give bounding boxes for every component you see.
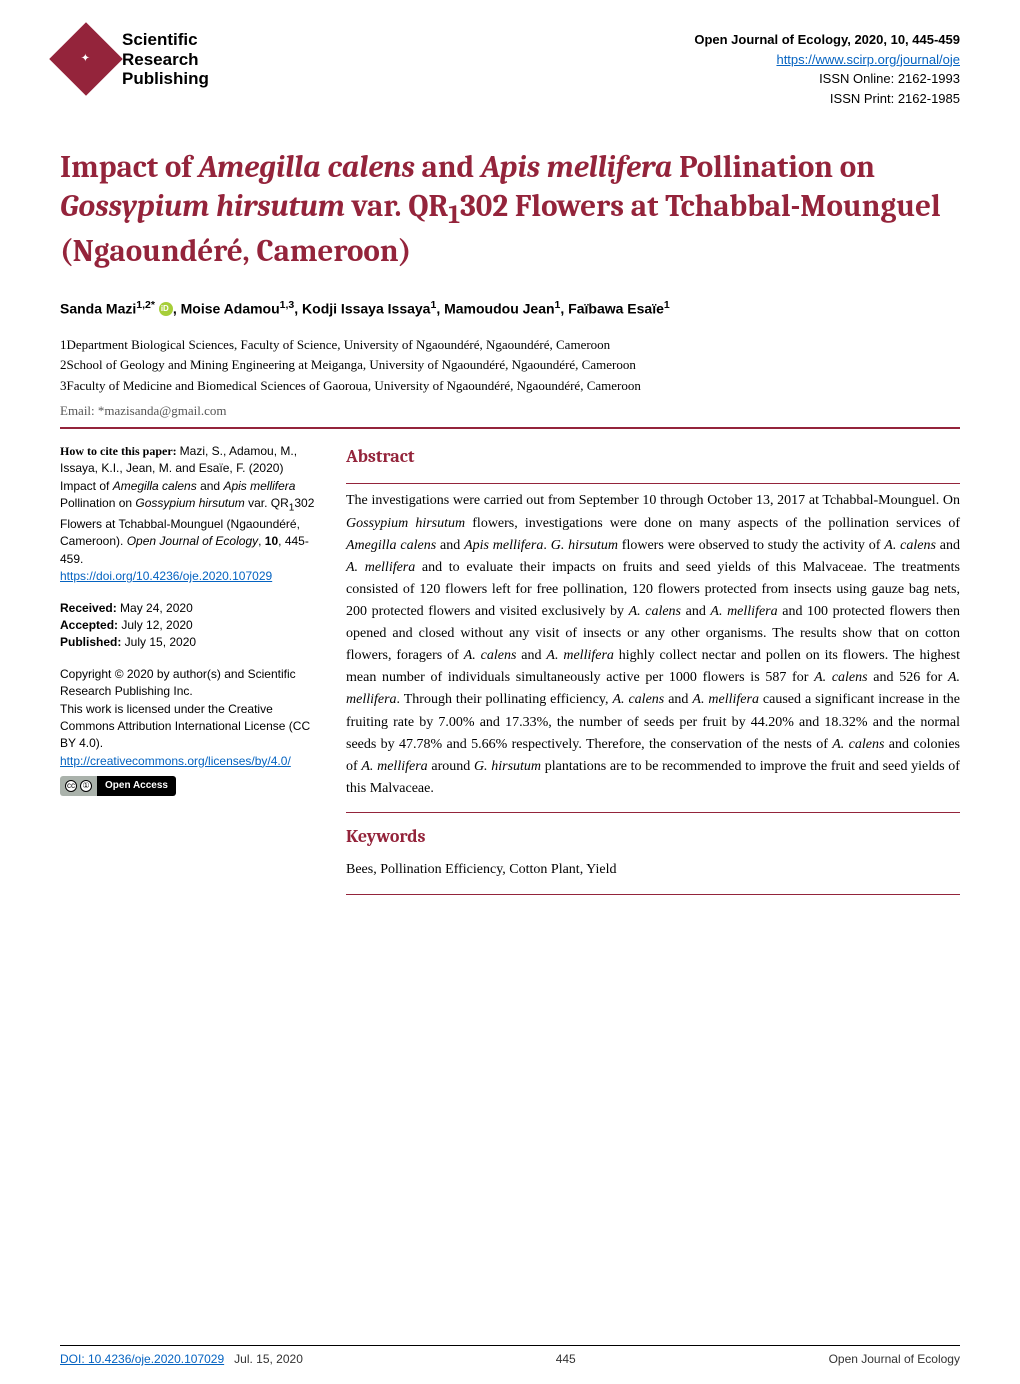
keywords-heading: Keywords <box>346 823 960 851</box>
sidebar-column: How to cite this paper: Mazi, S., Adamou… <box>60 443 320 901</box>
citation-block: How to cite this paper: Mazi, S., Adamou… <box>60 443 320 568</box>
license-url[interactable]: http://creativecommons.org/licenses/by/4… <box>60 754 291 768</box>
divider <box>346 894 960 895</box>
publisher-name: ScientificResearchPublishing <box>122 30 209 89</box>
corresponding-email: Email: *mazisanda@gmail.com <box>60 403 960 419</box>
logo-diamond-icon: ✦ <box>49 23 123 97</box>
footer-journal: Open Journal of Ecology <box>829 1352 960 1366</box>
journal-meta: Open Journal of Ecology, 2020, 10, 445-4… <box>694 30 960 108</box>
main-column: Abstract The investigations were carried… <box>346 443 960 901</box>
affiliation: 3Faculty of Medicine and Biomedical Scie… <box>60 376 960 397</box>
divider <box>60 427 960 429</box>
citation-body: Mazi, S., Adamou, M., Issaya, K.I., Jean… <box>60 444 314 566</box>
cc-badge: cc① Open Access <box>60 776 320 796</box>
footer-date: Jul. 15, 2020 <box>234 1352 303 1366</box>
abstract-text: The investigations were carried out from… <box>346 490 960 800</box>
accepted-date: Accepted: <box>60 618 118 632</box>
affiliations: 1Department Biological Sciences, Faculty… <box>60 335 960 397</box>
dates-block: Received: May 24, 2020 Accepted: July 12… <box>60 600 320 652</box>
issn-print: ISSN Print: 2162-1985 <box>694 89 960 109</box>
affiliation: 1Department Biological Sciences, Faculty… <box>60 335 960 356</box>
journal-title-line: Open Journal of Ecology, 2020, 10, 445-4… <box>694 30 960 50</box>
keywords-text: Bees, Pollination Efficiency, Cotton Pla… <box>346 859 960 881</box>
page-footer: DOI: 10.4236/oje.2020.107029 Jul. 15, 20… <box>60 1345 960 1366</box>
publisher-logo: ✦ ScientificResearchPublishing <box>60 30 209 89</box>
authors-line: Sanda Mazi1,2* , Moise Adamou1,3, Kodji … <box>60 299 960 317</box>
issn-online: ISSN Online: 2162-1993 <box>694 69 960 89</box>
footer-doi[interactable]: DOI: 10.4236/oje.2020.107029 <box>60 1352 224 1366</box>
open-access-label: Open Access <box>97 776 176 796</box>
copyright-block: Copyright © 2020 by author(s) and Scient… <box>60 666 320 701</box>
journal-url[interactable]: https://www.scirp.org/journal/oje <box>776 52 960 67</box>
header-bar: ✦ ScientificResearchPublishing Open Jour… <box>60 30 960 108</box>
affiliation: 2School of Geology and Mining Engineerin… <box>60 355 960 376</box>
received-date: Received: <box>60 601 117 615</box>
published-date: Published: <box>60 635 121 649</box>
cite-head: How to cite this paper: <box>60 444 180 458</box>
orcid-icon[interactable] <box>159 302 173 316</box>
divider <box>346 812 960 813</box>
divider <box>346 483 960 484</box>
abstract-heading: Abstract <box>346 443 960 471</box>
doi-link[interactable]: https://doi.org/10.4236/oje.2020.107029 <box>60 569 272 583</box>
cc-icon: cc① <box>60 776 97 796</box>
license-text: This work is licensed under the Creative… <box>60 701 320 753</box>
footer-page: 445 <box>556 1352 576 1366</box>
paper-title: Impact of Amegilla calens and Apis melli… <box>60 148 960 271</box>
